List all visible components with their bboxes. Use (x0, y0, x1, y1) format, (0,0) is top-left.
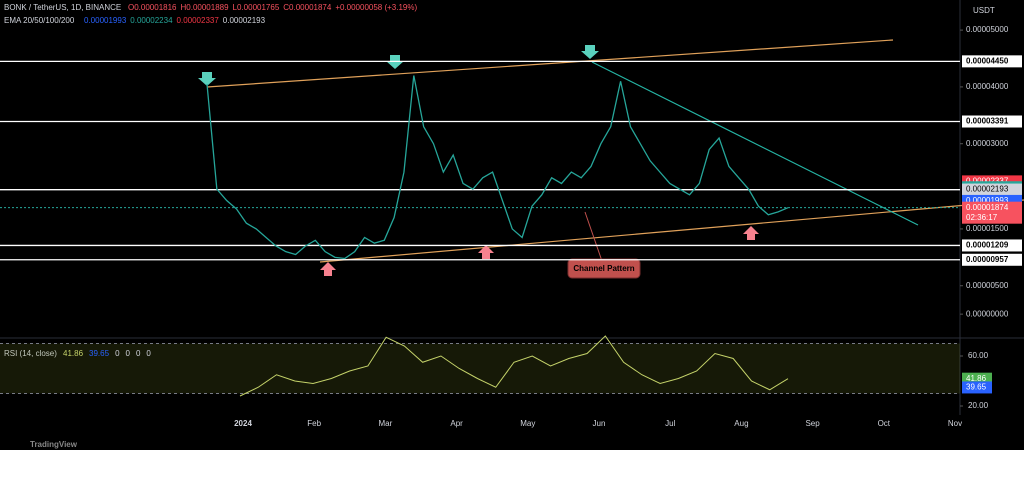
annotation-box (567, 258, 641, 279)
price-tag (962, 183, 1022, 196)
ema-value: 0.00002234 (130, 16, 173, 25)
ema-value: 0.00001993 (84, 16, 127, 25)
up-arrows (320, 226, 759, 276)
price-line (206, 75, 789, 260)
annotation-pointer (584, 211, 604, 265)
level-label: 0.00003391 (966, 117, 1009, 126)
price-label: 0.00002337 (966, 176, 1009, 185)
y-tick-label: 0.00001500 (966, 224, 1009, 233)
y-tick-label: 0.00005000 (966, 25, 1009, 34)
rsi-tick-label: 60.00 (968, 351, 989, 360)
rsi-tag (962, 381, 992, 394)
ohlc-value: L0.00001765 (233, 3, 280, 12)
x-tick-label: 2024 (234, 419, 252, 428)
rsi-legend: 0 (146, 349, 151, 358)
channel-top (206, 39, 894, 88)
x-tick-label: Nov (948, 419, 962, 428)
symbol: BONK / TetherUS, 1D, BINANCE (4, 3, 121, 12)
ema-value: 0.00002337 (177, 16, 220, 25)
level-tag (962, 115, 1022, 128)
x-tick-label: Oct (878, 419, 891, 428)
rsi-legend: 39.65 (89, 349, 110, 358)
y-tick-label: 0.00000000 (966, 309, 1009, 318)
ohlc-value: H0.00001889 (181, 3, 230, 12)
price-tag (962, 201, 1022, 224)
x-tick-label: Jul (665, 419, 675, 428)
y-tick-label: 0.00004000 (966, 82, 1009, 91)
brand: TradingView (30, 440, 78, 449)
ohlc-value: +0.00000058 (+3.19%) (335, 3, 417, 12)
rsi-value-label: 41.86 (966, 374, 987, 383)
price-label: 0.00002193 (966, 185, 1009, 194)
price-label: 0.00001993 (966, 196, 1009, 205)
y-tick-label: 0.00003000 (966, 139, 1009, 148)
x-tick-label: Mar (379, 419, 393, 428)
x-tick-label: Apr (450, 419, 463, 428)
x-tick-label: Aug (734, 419, 748, 428)
level-tag (962, 253, 1022, 266)
ohlc-value: O0.00001816 (128, 3, 177, 12)
rsi-legend: 0 (115, 349, 120, 358)
level-label: 0.00000957 (966, 255, 1009, 264)
ohlc-value: C0.00001874 (283, 3, 332, 12)
y-tick-label: 0.00000500 (966, 281, 1009, 290)
rsi-legend: 41.86 (63, 349, 84, 358)
trendline (591, 61, 919, 226)
channel-bottom (319, 199, 1024, 263)
rsi-legend: 0 (136, 349, 141, 358)
x-tick-label: Jun (593, 419, 606, 428)
countdown: 02:36:17 (966, 213, 998, 222)
background (0, 0, 1024, 450)
level-tag (962, 55, 1022, 68)
currency: USDT (973, 6, 995, 15)
ema-value: 0.00002193 (223, 16, 266, 25)
price-label: 0.00001874 (966, 203, 1009, 212)
level-label: 0.00004450 (966, 56, 1009, 65)
level-tag (962, 239, 1022, 252)
annotation: Channel Pattern (573, 264, 634, 273)
x-tick-label: May (520, 419, 535, 428)
rsi-legend: 0 (126, 349, 131, 358)
rsi-line (239, 335, 789, 397)
rsi-label: RSI (14, close) (4, 349, 57, 358)
ema-label: EMA 20/50/100/200 (4, 16, 75, 25)
level-label: 0.00001209 (966, 241, 1009, 250)
rsi-value-label: 39.65 (966, 383, 987, 392)
rsi-band (0, 343, 960, 394)
rsi-tick-label: 20.00 (968, 401, 989, 410)
x-tick-label: Feb (307, 419, 321, 428)
x-tick-label: Sep (805, 419, 820, 428)
